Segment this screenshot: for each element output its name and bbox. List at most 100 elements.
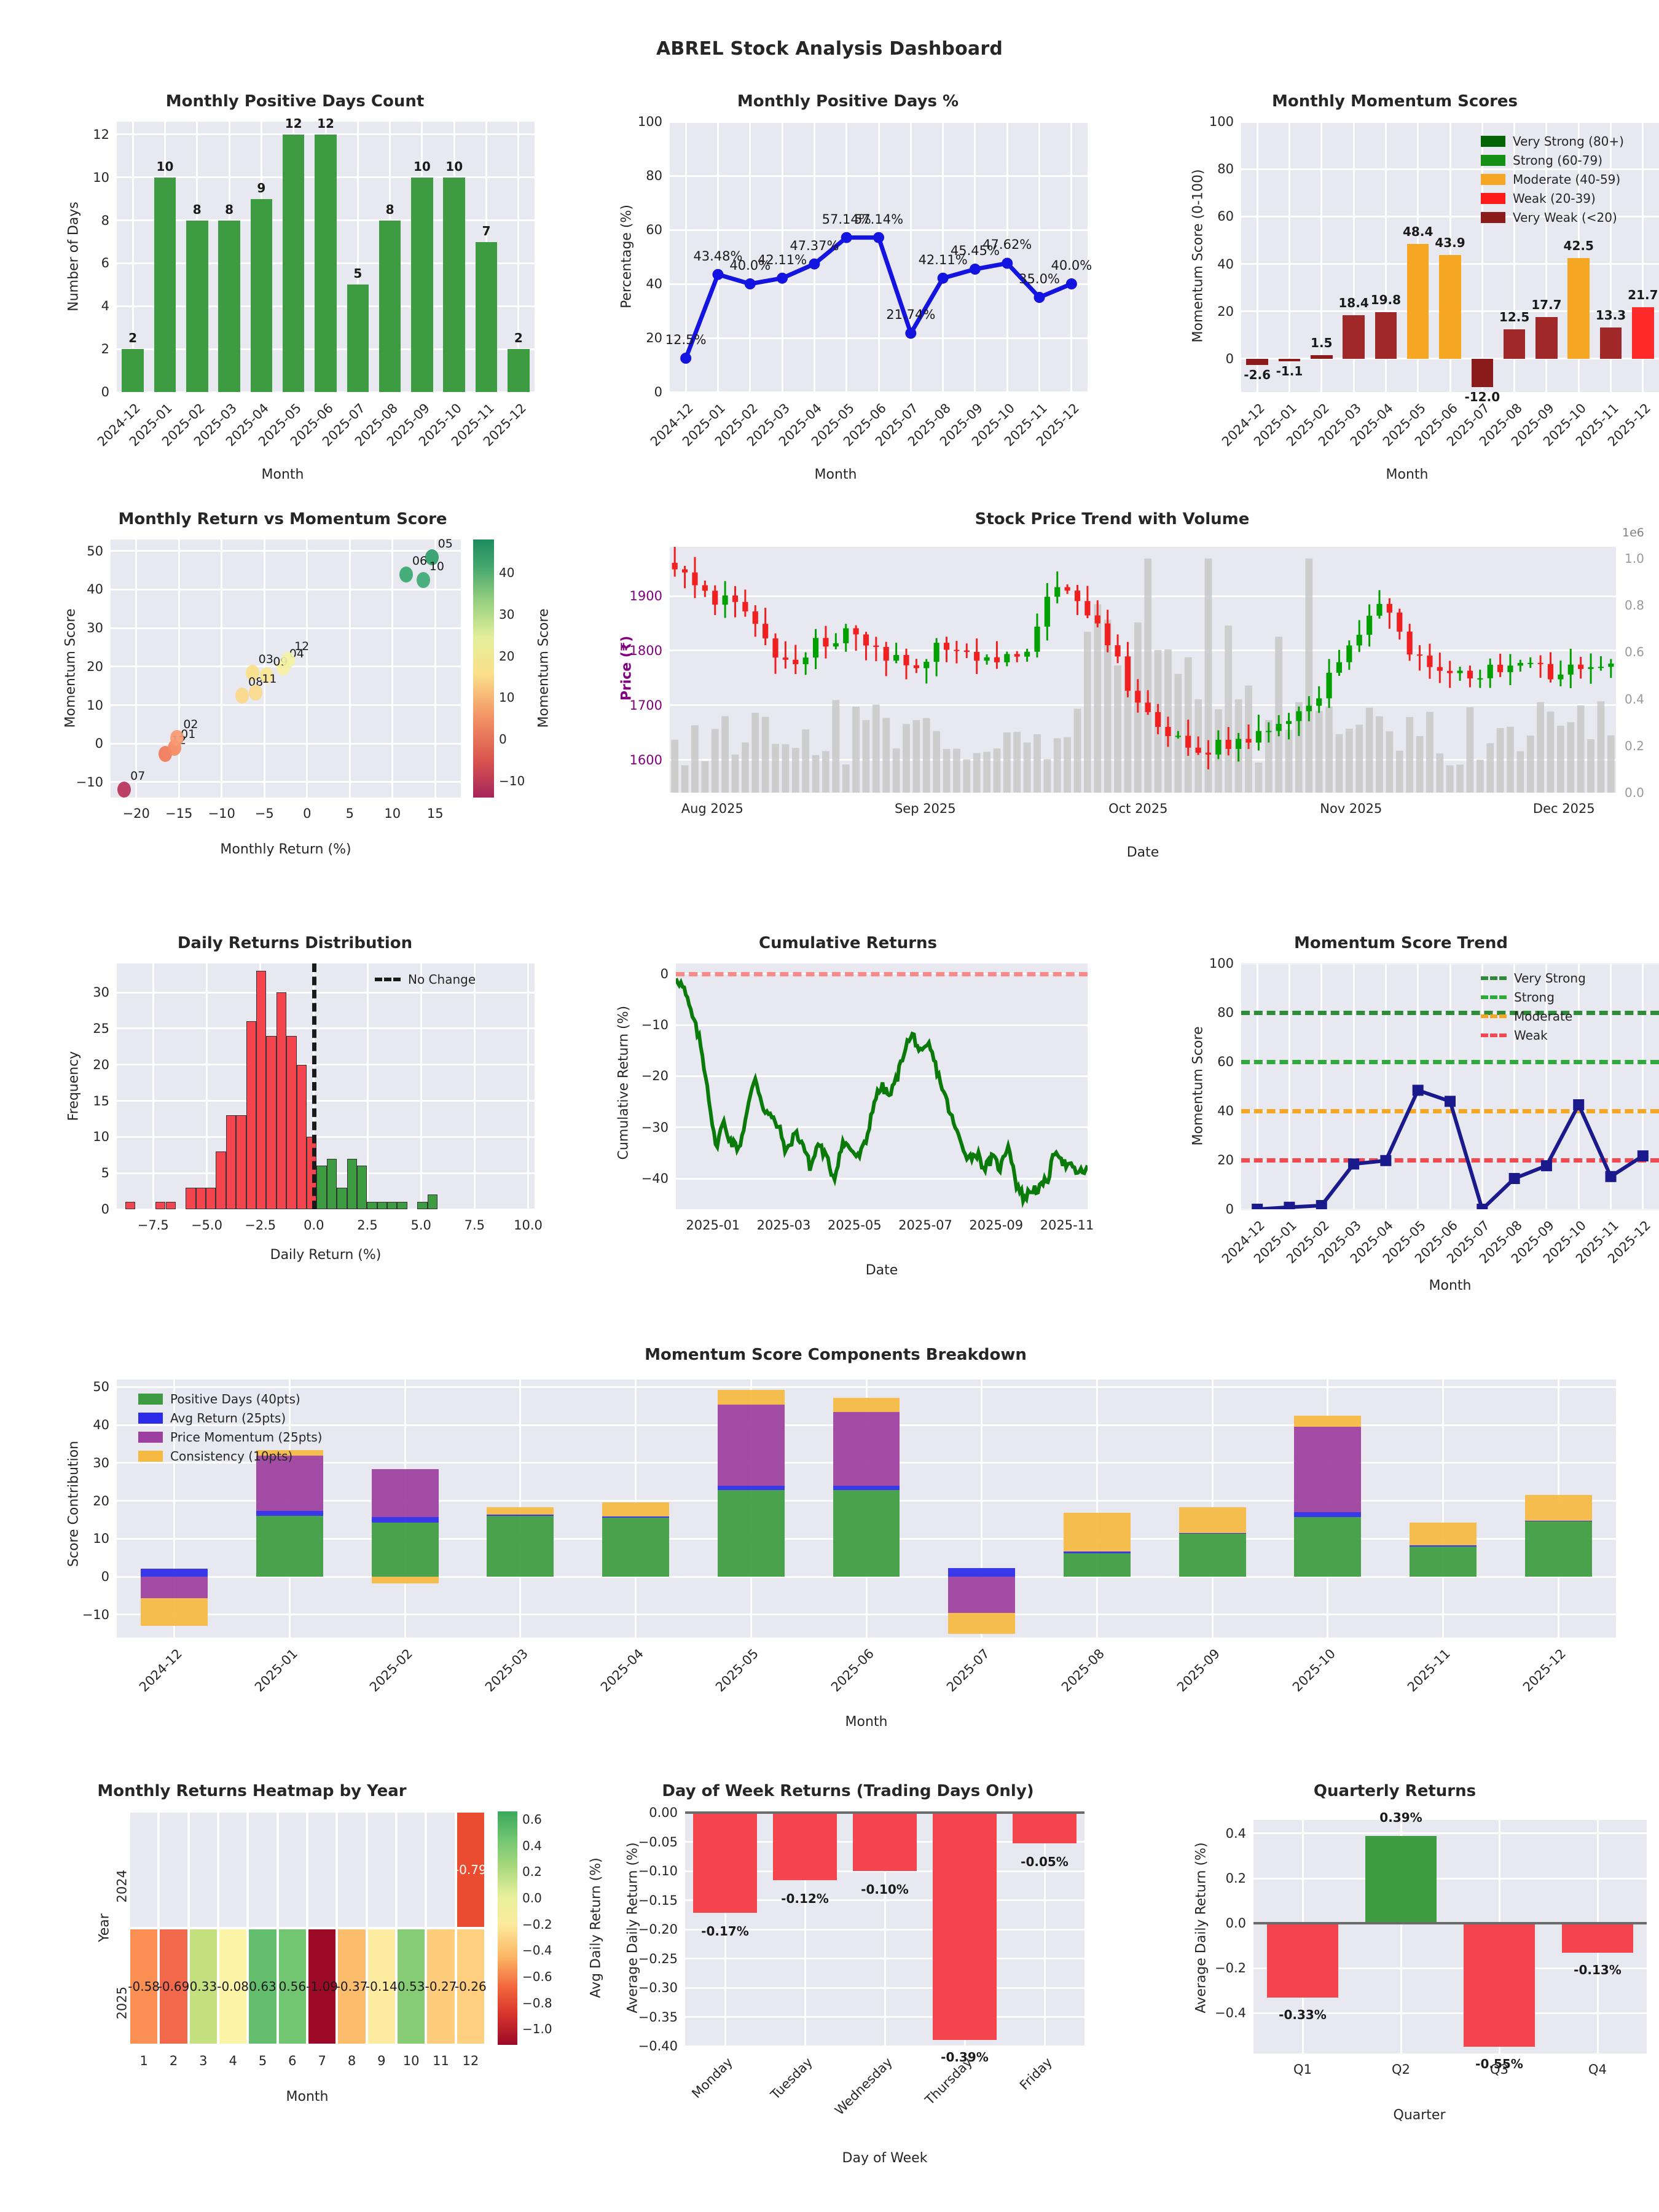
momentum-scores-ytick: 0: [1225, 351, 1234, 366]
heatmap-xtick: 7: [318, 2053, 326, 2068]
stacked-bar-segment: [1294, 1512, 1362, 1518]
stacked-bar-segment: [1410, 1522, 1477, 1545]
cumulative-returns-ytick: −10: [641, 1018, 669, 1032]
bar: [1365, 1835, 1437, 1924]
panel-monthly-heatmap: Monthly Returns Heatmap by Year -0.79 -0.…: [37, 1782, 604, 2163]
histogram-bar: [397, 1202, 407, 1209]
heatmap-xtick: 6: [288, 2053, 297, 2068]
histogram-bar: [377, 1202, 388, 1209]
heatmap-cell: [219, 1813, 247, 1927]
axis-label-x-day-of-week-returns: Day of Week: [842, 2151, 928, 2166]
positive-days-count-ytick: 4: [101, 299, 109, 314]
components-ytick: 50: [93, 1379, 109, 1395]
data-point-label: 43.48%: [693, 248, 743, 264]
price-volume-y2tick: 0.4: [1625, 691, 1644, 707]
legend-swatch-icon: [1481, 174, 1505, 185]
return-vs-momentum-xtick: −15: [165, 806, 193, 821]
return-vs-momentum-ytick: 30: [87, 621, 103, 636]
return-vs-momentum-vgridline: [391, 539, 394, 798]
legend-label: Weak (20-39): [1513, 191, 1596, 206]
components-ytick: 40: [93, 1418, 109, 1433]
legend-label: Consistency (10pts): [170, 1449, 293, 1464]
quarterly-xtick: Q1: [1293, 2062, 1312, 2077]
bar-value-label: 17.7: [1531, 297, 1562, 312]
day-of-week-xtick: Monday: [689, 2055, 735, 2101]
histogram-bar: [246, 1021, 256, 1209]
scatter-point-label: 11: [262, 672, 277, 686]
stacked-bar-segment: [1524, 1494, 1592, 1521]
heatmap-xtick: 12: [462, 2053, 479, 2068]
components-vgridline: [1441, 1379, 1444, 1637]
heatmap-cell: [219, 1929, 247, 2044]
legend-label: Positive Days (40pts): [170, 1392, 300, 1406]
heatmap-cell: [189, 1813, 217, 1927]
price-volume-y2tick: 0.0: [1625, 785, 1644, 800]
scatter-point-label: 02: [183, 717, 198, 731]
day-of-week-ytick: 0.00: [649, 1805, 678, 1820]
return-vs-momentum-vgridline: [221, 539, 223, 798]
stacked-bar-segment: [602, 1516, 670, 1518]
daily-returns-ytick: 30: [93, 985, 109, 1000]
bar: [933, 1813, 997, 2040]
bar-value-label: 18.4: [1338, 295, 1369, 310]
stacked-bar-segment: [487, 1514, 554, 1516]
stacked-bar-segment: [1294, 1517, 1362, 1577]
heatmap-cell: [427, 1813, 455, 1927]
day-of-week-vgridline: [724, 1813, 726, 2046]
positive-days-pct-vgridline: [749, 122, 751, 392]
colorbar-tick: 0.2: [522, 1864, 542, 1880]
bar-value-label: 12.5: [1499, 309, 1530, 324]
daily-returns-vgridline: [152, 963, 154, 1209]
price-volume-y2tick: 0.6: [1625, 645, 1644, 660]
components-xtick: 2025-04: [597, 1646, 646, 1695]
legend-item: Weak (20-39): [1481, 191, 1624, 206]
bar-value-label: 12: [317, 116, 334, 131]
momentum-trend-ytick: 60: [1217, 1054, 1234, 1069]
cumulative-returns-xtick: 2025-07: [898, 1218, 952, 1233]
momentum-scores-ytick: 20: [1217, 304, 1234, 319]
positive-days-pct-vgridline: [1038, 122, 1041, 392]
bar: [853, 1813, 917, 1871]
axis-label-x-momentum-scores: Month: [1386, 467, 1429, 482]
heatmap-xtick: 4: [229, 2053, 237, 2068]
bar: [411, 177, 433, 392]
axis-label-x-return-vs-momentum: Monthly Return (%): [220, 842, 351, 857]
plot-area-cumulative-returns: 0 −10 −20 −30 −40 2025-01 2025-03 2025-05 2025-0…: [641, 963, 1094, 1233]
positive-days-pct-ytick: 40: [646, 276, 662, 291]
histogram-bar: [417, 1202, 428, 1209]
stacked-bar-segment: [256, 1516, 323, 1577]
momentum-trend-vgridline: [1481, 963, 1483, 1209]
axis-label-y-return-vs-momentum: Momentum Score: [63, 608, 79, 728]
price-volume-ytick: 1600: [629, 752, 662, 767]
panel-price-volume: Stock Price Trend with Volume 1600 1700 18…: [590, 510, 1659, 879]
histogram-bar: [165, 1202, 176, 1209]
daily-returns-gridline: [117, 1100, 535, 1102]
return-vs-momentum-ytick: 40: [87, 582, 103, 597]
cumulative-returns-gridline: [676, 1075, 1088, 1077]
stacked-bar-segment: [256, 1449, 323, 1456]
momentum-scores-vgridline: [1352, 122, 1355, 392]
bar: [1471, 358, 1494, 388]
bar: [154, 177, 176, 392]
colorbar-return-vs-momentum: −10 0 10 20 30 40: [473, 539, 525, 798]
heatmap-cell: [278, 1929, 306, 2044]
bar: [773, 1813, 837, 1881]
positive-days-count-ytick: 12: [93, 127, 109, 142]
chart-title-momentum-components: Momentum Score Components Breakdown: [645, 1346, 1027, 1364]
heatmap-xtick: 8: [347, 2053, 356, 2068]
legend-swatch-icon: [1481, 193, 1505, 204]
heatmap-ytick: 2025: [114, 1986, 129, 2020]
legend-momentum-components: Positive Days (40pts) Avg Return (25pts) P…: [138, 1392, 322, 1468]
momentum-trend-vgridline: [1384, 963, 1387, 1209]
return-vs-momentum-gridline: [111, 704, 461, 707]
return-vs-momentum-gridline: [111, 742, 461, 745]
heatmap-ytick: 2024: [114, 1870, 129, 1903]
plot-area-positive-days-count: 0 2 4 6 8 10 12 2 10 8 8 9 12 12 5 8 10 10 7 2 2024-12 2025-0…: [93, 116, 535, 449]
components-xtick: 2025-11: [1405, 1646, 1454, 1695]
heatmap-cell: [367, 1929, 395, 2044]
axis-label-x-monthly-heatmap: Month: [286, 2089, 329, 2104]
scatter-point-label: 07: [130, 769, 146, 783]
chart-title-daily-returns-hist: Daily Returns Distribution: [177, 934, 413, 952]
momentum-scores-ytick: 60: [1217, 209, 1234, 224]
bar: [1013, 1813, 1077, 1844]
